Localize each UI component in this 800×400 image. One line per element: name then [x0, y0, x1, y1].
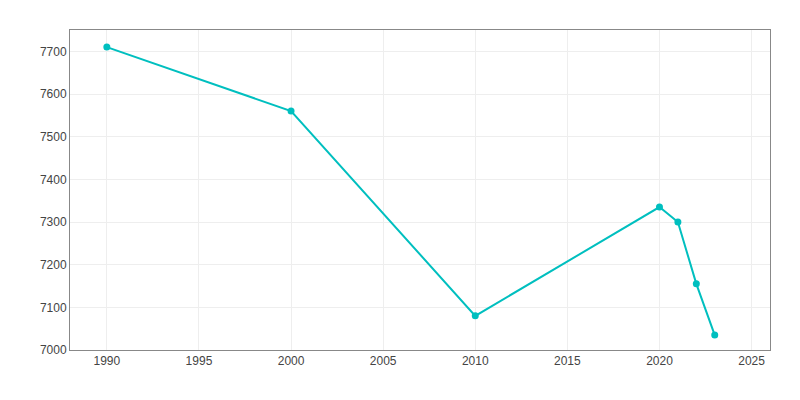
svg-text:2020: 2020: [646, 354, 673, 368]
svg-text:2010: 2010: [462, 354, 489, 368]
svg-text:7500: 7500: [40, 130, 67, 144]
svg-text:1990: 1990: [93, 354, 120, 368]
svg-text:2005: 2005: [370, 354, 397, 368]
svg-text:7000: 7000: [40, 343, 67, 357]
svg-text:7100: 7100: [40, 301, 67, 315]
svg-text:7700: 7700: [40, 45, 67, 59]
svg-text:2025: 2025: [738, 354, 765, 368]
svg-text:2015: 2015: [554, 354, 581, 368]
svg-text:2000: 2000: [278, 354, 305, 368]
svg-text:1995: 1995: [186, 354, 213, 368]
svg-text:7300: 7300: [40, 215, 67, 229]
svg-text:7600: 7600: [40, 87, 67, 101]
svg-text:7400: 7400: [40, 173, 67, 187]
svg-text:7200: 7200: [40, 258, 67, 272]
